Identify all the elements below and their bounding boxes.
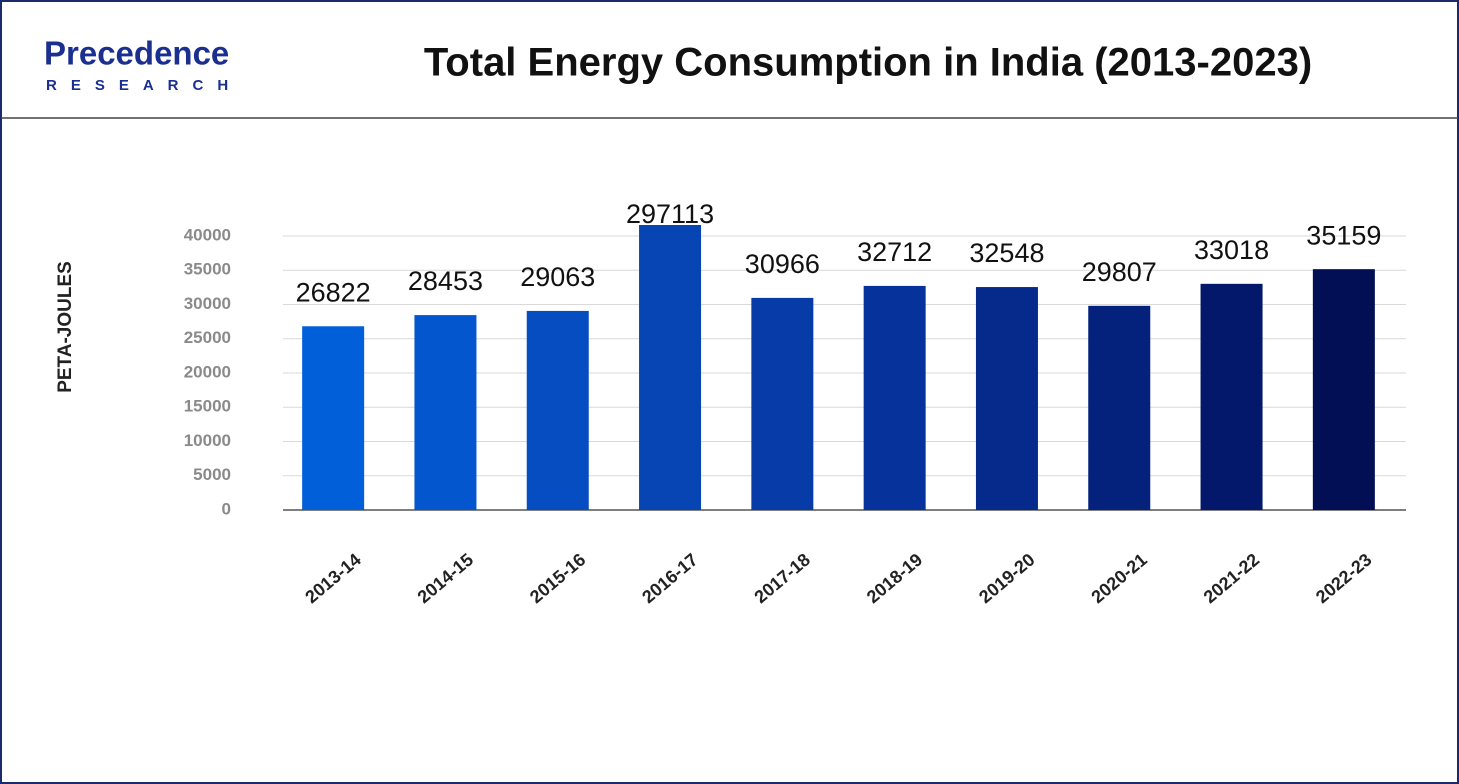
value-label: 32548: [969, 238, 1044, 268]
value-label: 297113: [626, 199, 714, 229]
logo-name: Precedence: [44, 35, 229, 72]
bar: [526, 310, 589, 510]
bar: [863, 285, 926, 510]
y-tick-label: 40000: [184, 225, 231, 244]
bar: [639, 225, 702, 510]
y-tick-label: 25000: [184, 328, 231, 347]
y-tick-label: 15000: [184, 397, 231, 416]
bar: [1312, 269, 1375, 510]
logo-tagline: RESEARCH: [46, 77, 242, 94]
value-label: 35159: [1306, 220, 1381, 250]
value-label: 30966: [745, 249, 820, 279]
y-tick-label: 0: [222, 499, 231, 518]
value-label: 26822: [296, 277, 371, 307]
value-label: 28453: [408, 266, 483, 296]
value-label: 29807: [1082, 257, 1157, 287]
bar: [1088, 305, 1151, 510]
bar: [302, 326, 365, 510]
y-axis-label: PETA-JOULES: [55, 261, 76, 393]
bar: [1200, 283, 1263, 510]
y-tick-label: 35000: [184, 260, 231, 279]
y-tick-label: 20000: [184, 362, 231, 381]
bar: [975, 287, 1038, 510]
value-label: 32712: [857, 237, 932, 267]
y-tick-label: 10000: [184, 431, 231, 450]
y-tick-label: 30000: [184, 294, 231, 313]
chart-title: Total Energy Consumption in India (2013-…: [424, 41, 1312, 85]
y-tick-label: 5000: [193, 465, 231, 484]
value-label: 33018: [1194, 235, 1269, 265]
bar: [751, 297, 814, 510]
value-label: 29063: [520, 262, 595, 292]
bar: [414, 315, 477, 510]
